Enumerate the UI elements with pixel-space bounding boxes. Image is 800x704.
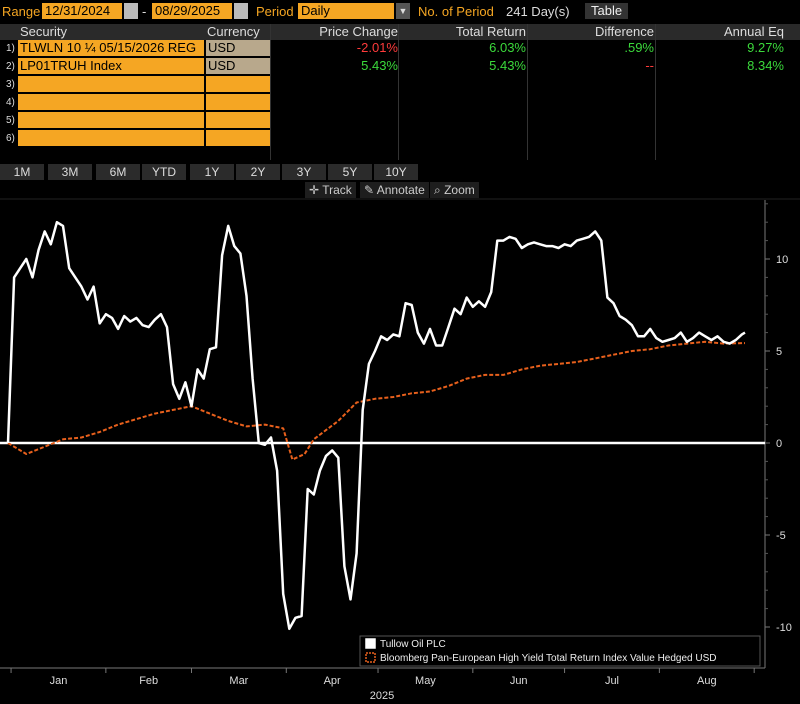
currency-cell[interactable]: USD bbox=[206, 58, 270, 74]
column-divider bbox=[270, 24, 271, 160]
header-price-change: Price Change bbox=[319, 24, 398, 39]
row-number: 5) bbox=[6, 115, 15, 126]
crosshair-icon: ✛ bbox=[309, 183, 320, 197]
row-number: 1) bbox=[6, 43, 15, 54]
track-button[interactable]: ✛ Track bbox=[305, 182, 356, 198]
row-number: 3) bbox=[6, 79, 15, 90]
calendar-icon[interactable] bbox=[124, 3, 138, 19]
x-tick-label: Mar bbox=[229, 675, 248, 687]
table-header-bg bbox=[0, 24, 800, 40]
zoom-label: Zoom bbox=[444, 183, 475, 197]
y-tick-label: -5 bbox=[776, 530, 786, 542]
period-button-3m[interactable]: 3M bbox=[48, 164, 92, 180]
legend-box bbox=[359, 635, 761, 667]
table-row[interactable]: 2) LP01TRUH Index USD 5.43% 5.43% -- 8.34% bbox=[0, 58, 800, 75]
security-cell[interactable]: TLWLN 10 ¼ 05/15/2026 REG bbox=[18, 40, 204, 56]
x-tick-label: Feb bbox=[139, 675, 158, 687]
header-security: Security bbox=[20, 24, 67, 39]
y-tick-label: -10 bbox=[776, 622, 792, 634]
legend-swatch bbox=[365, 652, 376, 663]
header-currency: Currency bbox=[207, 24, 260, 39]
period-button-ytd[interactable]: YTD bbox=[142, 164, 186, 180]
table-button[interactable]: Table bbox=[585, 3, 629, 19]
security-cell[interactable] bbox=[18, 112, 204, 128]
currency-cell[interactable]: USD bbox=[206, 40, 270, 56]
pencil-icon: ✎ bbox=[364, 183, 375, 197]
nperiod-value: 241 Day(s) bbox=[506, 4, 570, 19]
x-tick-label: Jul bbox=[605, 675, 619, 687]
legend-swatch bbox=[365, 638, 376, 649]
nperiod-label: No. of Period bbox=[418, 4, 494, 19]
start-date-field[interactable]: 12/31/2024 bbox=[42, 3, 122, 19]
currency-cell[interactable] bbox=[206, 112, 270, 128]
period-button-10y[interactable]: 10Y bbox=[374, 164, 418, 180]
range-dash: - bbox=[142, 4, 147, 19]
x-axis-title: 2025 bbox=[370, 690, 394, 702]
y-tick-label: 5 bbox=[776, 346, 782, 358]
series-line-2[interactable] bbox=[7, 340, 746, 461]
calendar-icon[interactable] bbox=[234, 3, 248, 19]
table-row[interactable]: 1) TLWLN 10 ¼ 05/15/2026 REG USD -2.01% 6.03… bbox=[0, 40, 800, 57]
column-divider bbox=[655, 24, 656, 160]
period-button-5y[interactable]: 5Y bbox=[328, 164, 372, 180]
header-difference: Difference bbox=[594, 24, 654, 39]
currency-cell[interactable] bbox=[206, 130, 270, 146]
security-cell[interactable]: LP01TRUH Index bbox=[18, 58, 204, 74]
currency-cell[interactable] bbox=[206, 76, 270, 92]
security-cell[interactable] bbox=[18, 94, 204, 110]
zoom-button[interactable]: ⌕ Zoom bbox=[430, 182, 479, 198]
table-row[interactable]: 6) bbox=[0, 130, 800, 147]
legend-label: Tullow Oil PLC bbox=[380, 639, 446, 650]
x-tick-label: Aug bbox=[697, 675, 717, 687]
chevron-down-icon[interactable]: ▼ bbox=[396, 3, 410, 19]
total-return-cell: 6.03% bbox=[489, 40, 526, 55]
y-tick-label: 10 bbox=[776, 254, 788, 266]
period-button-6m[interactable]: 6M bbox=[96, 164, 140, 180]
magnifier-icon: ⌕ bbox=[434, 183, 441, 197]
range-label: Range bbox=[2, 4, 41, 19]
security-cell[interactable] bbox=[18, 130, 204, 146]
header-annual-eq: Annual Eq bbox=[724, 24, 784, 39]
period-label: Period bbox=[256, 4, 294, 19]
difference-cell: .59% bbox=[624, 40, 654, 55]
currency-cell[interactable] bbox=[206, 94, 270, 110]
x-tick-label: Jun bbox=[510, 675, 528, 687]
x-tick-label: Apr bbox=[324, 675, 341, 687]
price-change-cell: 5.43% bbox=[361, 58, 398, 73]
row-number: 2) bbox=[6, 61, 15, 72]
legend-label: Bloomberg Pan-European High Yield Total … bbox=[380, 653, 717, 664]
header-total-return: Total Return bbox=[455, 24, 526, 39]
period-button-2y[interactable]: 2Y bbox=[236, 164, 280, 180]
row-number: 6) bbox=[6, 133, 15, 144]
table-row[interactable]: 4) bbox=[0, 94, 800, 111]
row-number: 4) bbox=[6, 97, 15, 108]
track-label: Track bbox=[322, 183, 352, 197]
y-tick-label: 0 bbox=[776, 438, 782, 450]
annotate-label: Annotate bbox=[376, 183, 425, 197]
period-button-1m[interactable]: 1M bbox=[0, 164, 44, 180]
period-select[interactable]: Daily bbox=[298, 3, 394, 19]
price-change-cell: -2.01% bbox=[356, 40, 398, 55]
security-cell[interactable] bbox=[18, 76, 204, 92]
period-button-3y[interactable]: 3Y bbox=[282, 164, 326, 180]
table-row[interactable]: 5) bbox=[0, 112, 800, 129]
x-tick-label: May bbox=[415, 675, 436, 687]
annotate-button[interactable]: ✎ Annotate bbox=[360, 182, 429, 198]
column-divider bbox=[527, 24, 528, 160]
difference-cell: -- bbox=[645, 58, 654, 73]
period-button-1y[interactable]: 1Y bbox=[190, 164, 234, 180]
end-date-field[interactable]: 08/29/2025 bbox=[152, 3, 232, 19]
toolbar: Range 12/31/2024 - 08/29/2025 Period Dai… bbox=[0, 0, 800, 22]
column-divider bbox=[398, 24, 399, 160]
annual-eq-cell: 8.34% bbox=[747, 58, 784, 73]
series-line-1[interactable] bbox=[6, 220, 746, 631]
annual-eq-cell: 9.27% bbox=[747, 40, 784, 55]
table-row[interactable]: 3) bbox=[0, 76, 800, 93]
x-tick-label: Jan bbox=[50, 675, 68, 687]
total-return-cell: 5.43% bbox=[489, 58, 526, 73]
